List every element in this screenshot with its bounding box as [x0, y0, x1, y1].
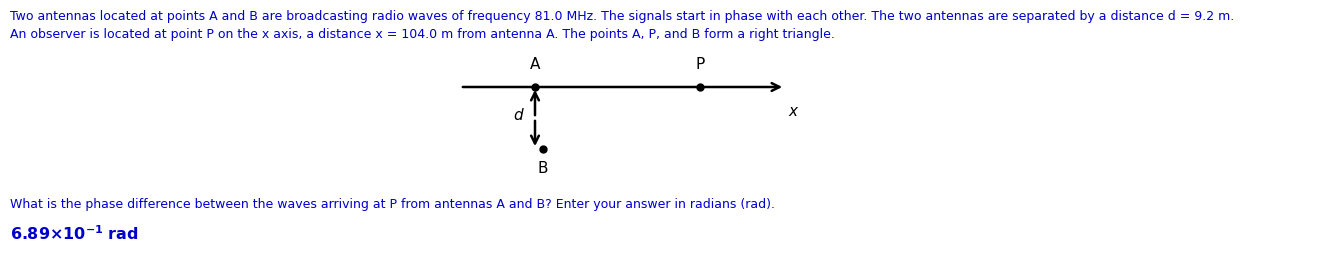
Text: A: A: [530, 57, 541, 72]
Text: $\mathbf{6.89{\times}10^{-1}\ rad}$: $\mathbf{6.89{\times}10^{-1}\ rad}$: [11, 224, 139, 243]
Text: Two antennas located at points A and B are broadcasting radio waves of frequency: Two antennas located at points A and B a…: [11, 10, 1235, 23]
Text: An observer is located at point P on the x axis, a distance x = 104.0 m from ant: An observer is located at point P on the…: [11, 28, 836, 41]
Text: B: B: [538, 161, 549, 176]
Text: d: d: [513, 107, 524, 122]
Text: P: P: [695, 57, 705, 72]
Text: x: x: [788, 104, 797, 119]
Text: What is the phase difference between the waves arriving at P from antennas A and: What is the phase difference between the…: [11, 198, 775, 211]
